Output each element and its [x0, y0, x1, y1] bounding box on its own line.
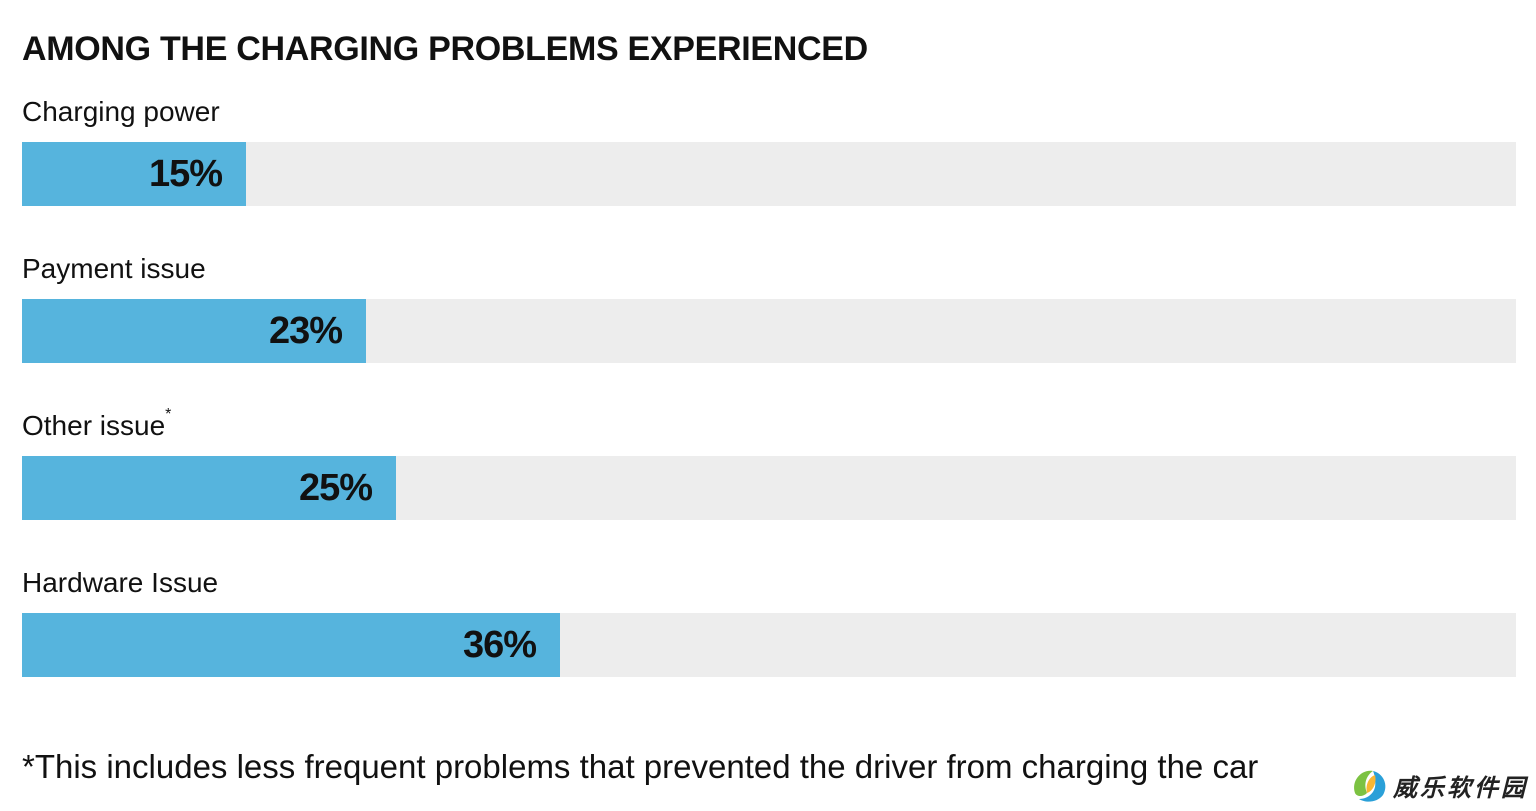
bar: [22, 456, 396, 520]
watermark-text: 威乐软件园: [1393, 773, 1528, 802]
bar-value-label: 15%: [148, 153, 223, 195]
category-label-text: Charging power: [22, 96, 220, 127]
footnote-marker: *: [165, 406, 172, 423]
category-label-text: Hardware Issue: [22, 567, 219, 598]
bar: [22, 299, 366, 363]
swirl-logo-icon: [1354, 770, 1386, 802]
footnote: *This includes less frequent problems th…: [22, 748, 1259, 785]
category-label: Hardware Issue: [22, 567, 218, 599]
bar-track: 25%: [22, 456, 1516, 520]
bar-track: 36%: [22, 613, 1516, 677]
bar: [22, 142, 246, 206]
bar-track: 15%: [22, 142, 1516, 206]
bar-value-label: 25%: [298, 467, 373, 509]
watermark: 威乐软件园: [1345, 760, 1530, 808]
category-label: Payment issue: [22, 253, 206, 285]
bar-value-label: 36%: [462, 624, 537, 666]
chart-title: AMONG THE CHARGING PROBLEMS EXPERIENCED: [22, 30, 868, 68]
bar: [22, 613, 560, 677]
category-label-text: Other issue: [22, 410, 166, 441]
bar-track: 23%: [22, 299, 1516, 363]
category-label-text: Payment issue: [22, 253, 206, 284]
bar-value-label: 23%: [268, 310, 343, 352]
category-label: Charging power: [22, 96, 220, 128]
category-label: Other issue*: [22, 406, 171, 442]
